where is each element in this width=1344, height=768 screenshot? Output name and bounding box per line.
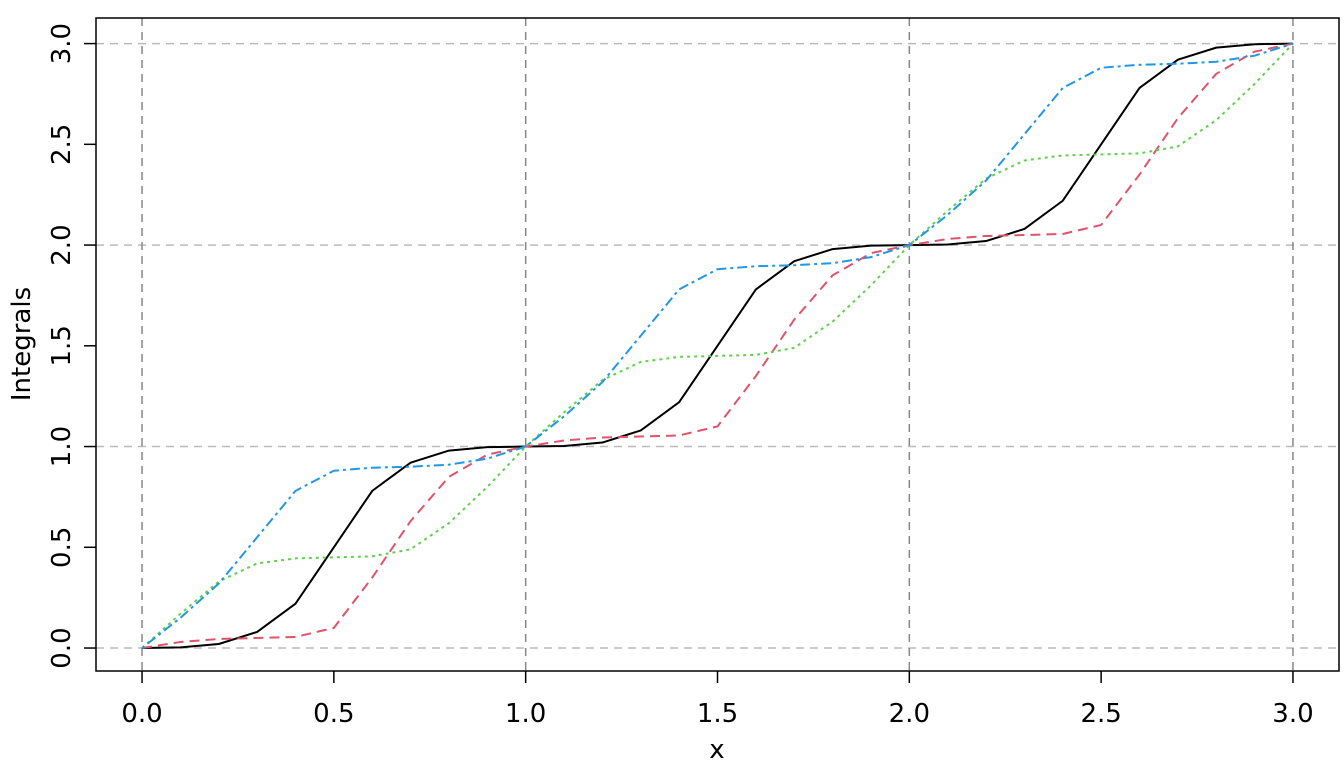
series-line — [142, 42, 1293, 650]
series-line — [141, 42, 1294, 650]
plot-frame — [95, 17, 1340, 672]
x-tick-label: 3.0 — [1272, 699, 1313, 729]
y-axis-label: Integrals — [7, 287, 37, 401]
y-tick-label: 1.5 — [47, 325, 77, 366]
x-tick-label: 0.0 — [121, 699, 162, 729]
y-tick-label: 3.0 — [47, 23, 77, 64]
y-tick-label: 2.0 — [47, 224, 77, 265]
x-axis-label: x — [709, 735, 724, 765]
series-line — [141, 42, 1294, 649]
x-tick-label: 1.5 — [697, 699, 738, 729]
x-tick-label: 2.0 — [889, 699, 930, 729]
x-tick-label: 0.5 — [313, 699, 354, 729]
y-tick-label: 0.5 — [47, 527, 77, 568]
y-tick-label: 2.5 — [47, 124, 77, 165]
y-tick-label: 1.0 — [47, 426, 77, 467]
series-line — [141, 42, 1294, 649]
y-tick-label: 0.0 — [47, 627, 77, 668]
x-tick-label: 1.0 — [505, 699, 546, 729]
x-tick-label: 2.5 — [1080, 699, 1121, 729]
